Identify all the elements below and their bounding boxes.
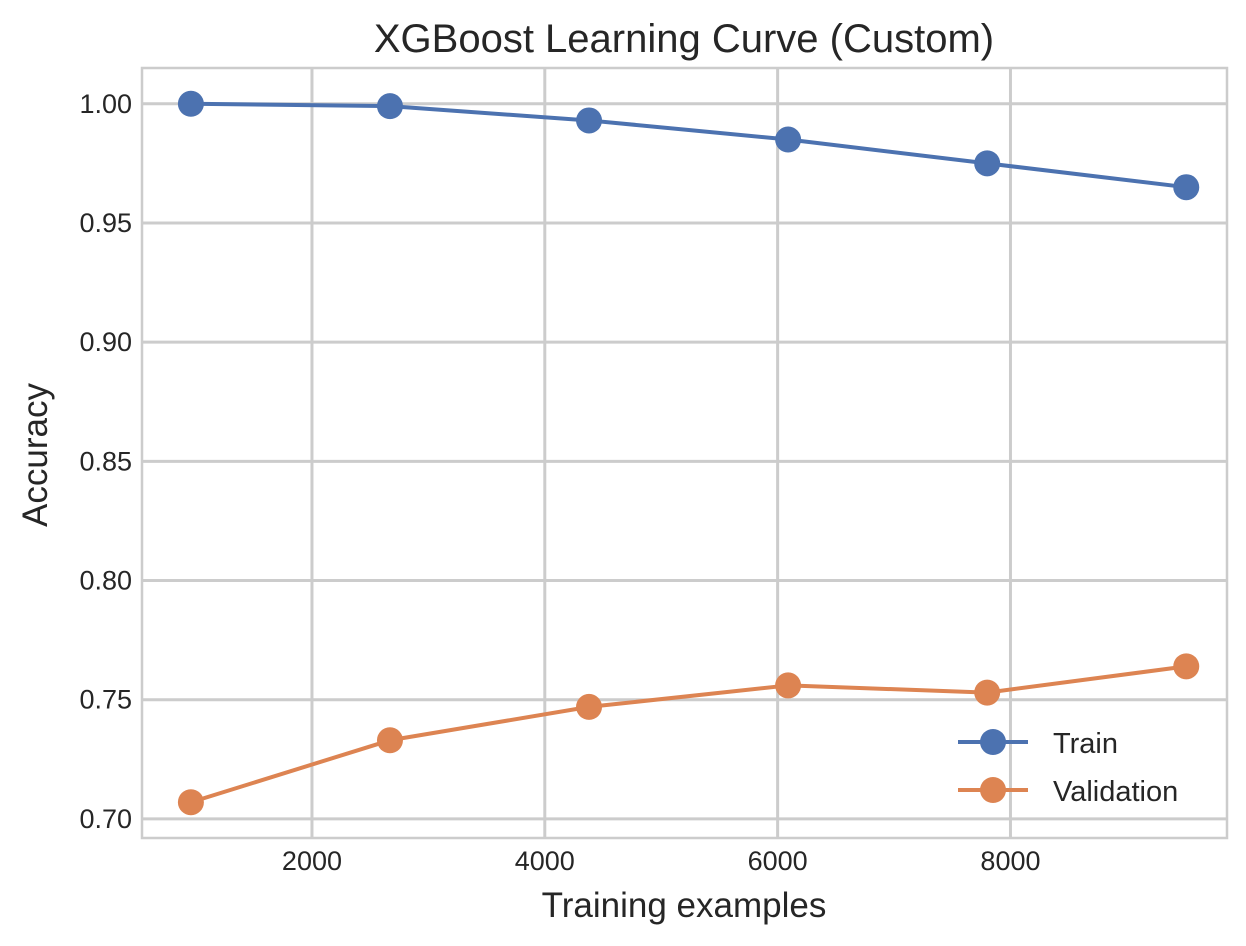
legend-entry-validation: Validation — [958, 776, 1178, 808]
tick-labels: 2000 4000 6000 8000 0.70 0.75 0.80 0.85 0.90 0.95… — [79, 89, 1040, 876]
data-point-train — [576, 107, 603, 134]
data-point-train — [974, 150, 1001, 177]
legend-label-validation: Validation — [1053, 776, 1178, 808]
legend-entry-train: Train — [958, 728, 1118, 760]
x-tick-label: 2000 — [282, 846, 342, 876]
data-point-train — [775, 126, 802, 153]
y-tick-label: 0.90 — [79, 327, 132, 357]
data-point-validation — [576, 693, 603, 720]
y-tick-label: 0.95 — [79, 208, 132, 238]
plot-frame — [140, 66, 1229, 840]
chart-title: XGBoost Learning Curve (Custom) — [374, 17, 994, 61]
y-tick-label: 1.00 — [79, 89, 132, 119]
data-point-train — [177, 90, 204, 117]
data-point-train — [376, 93, 403, 120]
grid-lines — [142, 68, 1227, 838]
legend-marker-train — [980, 729, 1006, 755]
data-point-validation — [177, 789, 204, 816]
legend-marker-validation — [980, 777, 1006, 803]
y-tick-label: 0.70 — [79, 804, 132, 834]
x-tick-label: 8000 — [980, 846, 1040, 876]
y-tick-label: 0.75 — [79, 685, 132, 715]
y-tick-label: 0.80 — [79, 566, 132, 596]
legend-label-train: Train — [1053, 728, 1118, 760]
data-point-validation — [376, 727, 403, 754]
data-point-validation — [974, 679, 1001, 706]
data-point-train — [1173, 174, 1200, 201]
data-point-validation — [1173, 653, 1200, 680]
series-layer — [177, 90, 1200, 816]
series-line-train — [190, 101, 1187, 190]
data-point-validation — [775, 672, 802, 699]
series-line-validation — [190, 664, 1187, 805]
y-axis-label: Accuracy — [16, 383, 55, 527]
series-validation — [177, 653, 1200, 816]
y-tick-label: 0.85 — [79, 446, 132, 476]
x-axis-label: Training examples — [542, 886, 827, 925]
x-tick-label: 6000 — [748, 846, 808, 876]
x-tick-label: 4000 — [515, 846, 575, 876]
legend: Train Validation — [958, 728, 1178, 808]
series-train — [177, 90, 1200, 201]
